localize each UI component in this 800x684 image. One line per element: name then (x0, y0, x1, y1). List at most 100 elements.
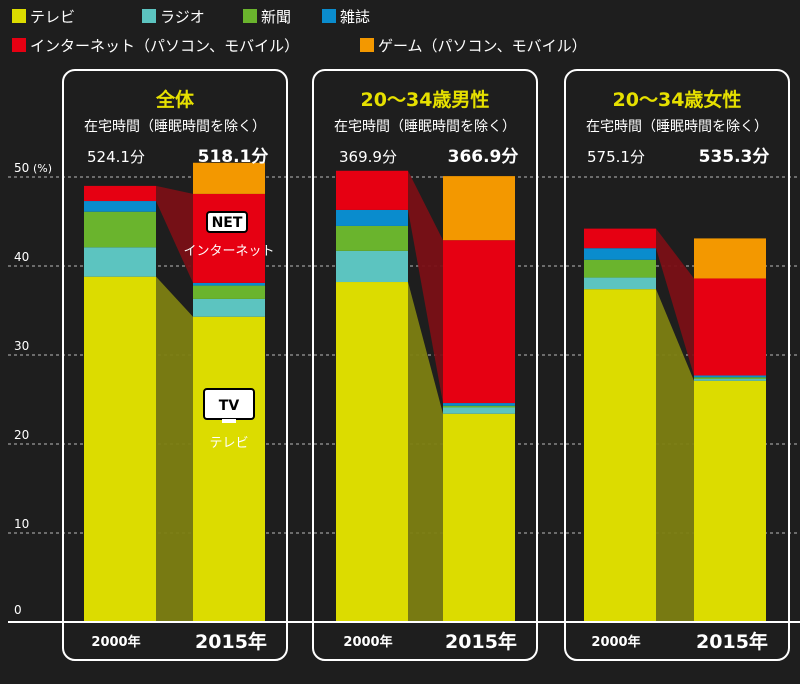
y-tick-label: 10 (14, 517, 29, 531)
bar-segment (84, 276, 156, 622)
bar-segment (584, 248, 656, 260)
panel-frame (62, 69, 288, 661)
bar-total-label: 535.3分 (699, 147, 770, 167)
bar-total-label: 575.1分 (587, 148, 645, 166)
bar-old (84, 185, 156, 622)
connector-wedge (408, 282, 443, 622)
connector-wedge (408, 170, 443, 404)
bar-segment (336, 225, 408, 251)
bar-new (443, 176, 515, 622)
bar-segment (443, 403, 515, 406)
panel-title: 20～34歳女性 (613, 88, 742, 111)
legend-item: インターネット（パソコン、モバイル） (12, 37, 299, 55)
panel-frame (312, 69, 538, 661)
bar-segment (193, 285, 265, 299)
connector-wedge (156, 185, 193, 283)
legend-swatch (142, 9, 156, 23)
tv-icon: TV テレビ (203, 388, 255, 451)
legend-label: テレビ (30, 8, 75, 26)
net-icon-text: NET (212, 215, 243, 231)
bar-segment (336, 282, 408, 622)
y-tick-label: 40 (14, 250, 29, 264)
bar-segment (694, 379, 766, 381)
bar-segment (193, 162, 265, 194)
tv-icon-text: TV (219, 398, 240, 414)
bar-segment (193, 282, 265, 286)
panel-title: 全体 (155, 88, 195, 111)
legend-swatch (243, 9, 257, 23)
panel-subtitle: 在宅時間（睡眠時間を除く） (84, 119, 266, 135)
bar-segment (443, 413, 515, 622)
panel-title: 20～34歳男性 (361, 88, 490, 111)
bar-segment (336, 250, 408, 283)
bar-total-label: 366.9分 (448, 147, 519, 167)
bar-segment (193, 193, 265, 283)
y-tick-label: 50 (14, 161, 29, 175)
net-icon-screen (206, 211, 248, 233)
legend-item: テレビ (12, 8, 75, 26)
legend-label: ラジオ (160, 8, 205, 26)
legend-item: 新聞 (243, 8, 291, 26)
year-label: 2000年 (343, 634, 392, 650)
bar-segment (584, 289, 656, 622)
bar-total-label: 369.9分 (339, 148, 397, 166)
bar-segment (84, 247, 156, 277)
legend-item: ゲーム（パソコン、モバイル） (360, 37, 587, 55)
legend-label: 新聞 (261, 8, 291, 26)
year-label: 2015年 (445, 630, 517, 653)
bar-segment (193, 316, 265, 622)
bar-segment (84, 185, 156, 202)
net-icon: NET インターネット (183, 211, 275, 259)
bar-total-label: 524.1分 (87, 148, 145, 166)
y-tick-label: 0 (14, 603, 22, 617)
connector-wedge (656, 289, 694, 622)
panel-frame (564, 69, 790, 661)
legend-item: ラジオ (142, 8, 205, 26)
bar-segment (443, 240, 515, 404)
legend-item: 雑誌 (322, 8, 370, 26)
panel-subtitle: 在宅時間（睡眠時間を除く） (586, 119, 768, 135)
bar-segment (336, 170, 408, 210)
bar-segment (443, 176, 515, 241)
year-label: 2000年 (591, 634, 640, 650)
legend-swatch (360, 38, 374, 52)
bar-segment (84, 211, 156, 248)
connector-wedge (156, 276, 193, 622)
connector-wedge (656, 228, 694, 376)
bar-segment (584, 277, 656, 290)
legend-swatch (12, 38, 26, 52)
bar-segment (694, 380, 766, 622)
y-tick-label: 20 (14, 428, 29, 442)
panel-subtitle: 在宅時間（睡眠時間を除く） (334, 119, 516, 135)
year-label: 2000年 (91, 634, 140, 650)
bar-segment (694, 238, 766, 279)
bar-segment (694, 278, 766, 376)
year-label: 2015年 (696, 630, 768, 653)
bar-segment (336, 209, 408, 226)
bar-old (584, 228, 656, 622)
y-tick-label: 30 (14, 339, 29, 353)
legend-swatch (322, 9, 336, 23)
y-unit-label: (%) (33, 162, 52, 175)
bar-segment (694, 377, 766, 380)
bar-segment (443, 405, 515, 408)
bar-segment (584, 228, 656, 249)
legend-label: インターネット（パソコン、モバイル） (30, 37, 299, 55)
bar-total-label: 518.1分 (198, 147, 269, 167)
bar-segment (584, 259, 656, 278)
bar-segment (193, 298, 265, 317)
tv-icon-stand (222, 419, 236, 423)
bar-segment (694, 375, 766, 378)
year-label: 2015年 (195, 630, 267, 653)
net-icon-label: インターネット (183, 244, 274, 259)
tv-icon-label: テレビ (209, 436, 248, 451)
legend-label: ゲーム（パソコン、モバイル） (378, 37, 587, 55)
bar-old (336, 170, 408, 622)
bar-new (193, 162, 265, 622)
bar-segment (84, 201, 156, 212)
